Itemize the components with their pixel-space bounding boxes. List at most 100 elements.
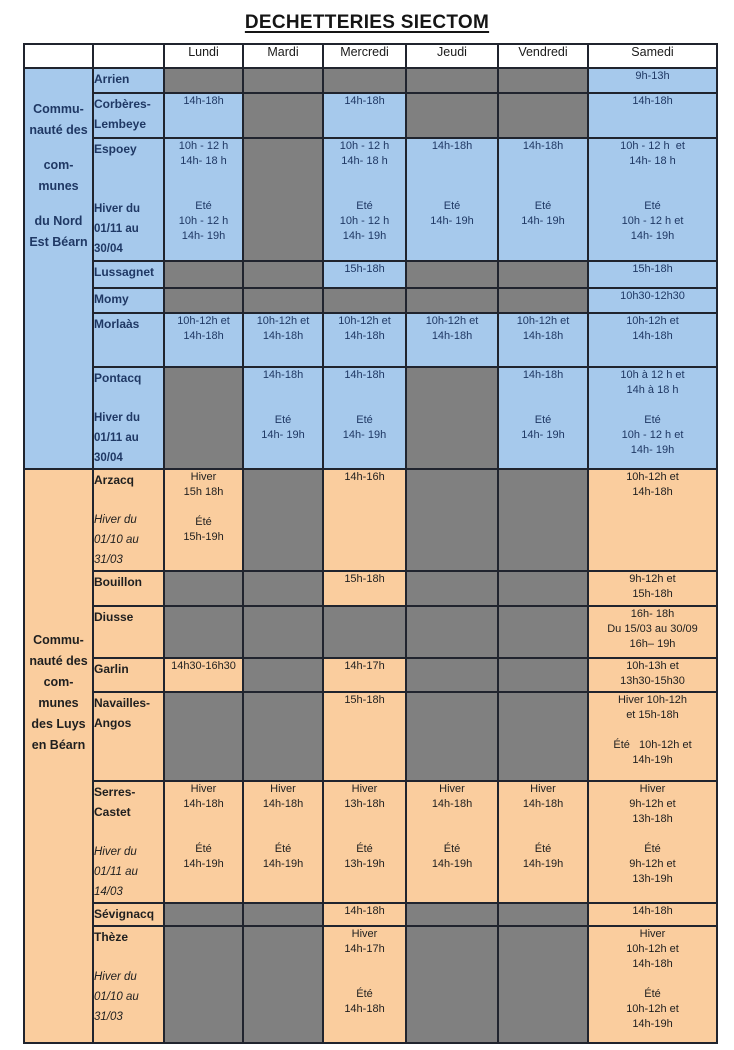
cell-diusse-mardi [242,605,324,659]
cell-serres-castet-vendredi: Hiver 14h-18h Été 14h-19h [497,780,589,904]
hours-line: Hiver [270,783,296,795]
hours-line: 14h-18h [522,369,564,381]
hours-blank-line [166,500,241,515]
hours-line: 14h-19h [632,754,673,766]
row-espoey: Espoey Hiver du 01/11 au 30/04 10h - 12 h 14h… [24,137,718,262]
hours-line: 10h - 12 h et [621,215,684,227]
cell-lussagnet-lundi [163,260,244,289]
cell-corberes-lembeye-mercredi: 14h-18h [322,92,407,139]
hours-line: 14h-17h [344,660,385,672]
hours-blank-line [500,184,586,199]
row-lussagnet: Lussagnet 15h-18h 15h-18h [24,260,718,289]
hours-line: Été 10h-12h et [613,739,692,751]
commune-note-gap [95,822,162,842]
group-label-line: Commu- [33,102,84,116]
hours-line: 14h-18h [431,330,473,342]
hours-line: 15h-18h [632,263,673,275]
header-day-vendredi: Vendredi [497,43,589,69]
commune-name-line: Sévignacq [94,907,155,921]
hours-line: Été [443,843,461,855]
cell-diusse-samedi: 16h- 18h Du 15/03 au 30/09 16h– 19h [587,605,718,659]
commune-pontacq: Pontacq Hiver du 01/11 au 30/04 [92,366,165,470]
cell-arrien-lundi [163,67,244,94]
commune-name-line: Thèze [94,930,129,944]
hours-line: 14h-17h [344,943,385,955]
cell-lussagnet-mercredi: 15h-18h [322,260,407,289]
group-label-line: nauté des [29,654,88,668]
hours-blank-line [245,827,321,842]
commune-name-line: Lembeye [94,117,147,131]
hours-line: Eté [195,200,212,212]
hours-line: 10h-12h et [425,315,479,327]
hours-line: 14h-18h [183,798,224,810]
cell-espoey-mardi [242,137,324,262]
commune-momy: Momy [92,287,165,314]
hours-blank-line [590,723,715,738]
hours-line: Été [644,988,661,1000]
hours-line: 14h-18h [522,140,564,152]
hours-line: 14h-18h [632,958,673,970]
hours-line: 14h-18h [262,369,304,381]
hours-line: Eté [274,414,292,426]
hours-line: 14h- 19h [521,215,565,227]
hours-blank-line [325,169,404,184]
cell-theze-samedi: Hiver 10h-12h et 14h-18h Été 10h-12h et 14h-… [587,925,718,1044]
hours-line: 13h-18h [344,798,385,810]
hours-line: Été [644,843,661,855]
hours-blank-line [500,383,586,398]
hours-line: 14h-19h [632,1018,673,1030]
hours-line: 14h-18h [632,905,673,917]
commune-note-line: 01/10 au [94,534,139,546]
hours-line: 14h- 19h [630,230,675,242]
hours-line: 16h- 18h [630,608,675,620]
hours-line: Été [356,988,373,1000]
hours-line: Hiver [351,783,378,795]
hours-blank-line [500,154,586,169]
cell-garlin-mercredi: 14h-17h [322,657,407,693]
commune-note-line: 30/04 [94,452,123,464]
group-label-line: munes [38,696,79,710]
header-day-jeudi: Jeudi [405,43,499,69]
commune-note-line: Hiver du [94,971,137,983]
hours-line: 14h-18h [632,330,673,342]
cell-lussagnet-vendredi [497,260,589,289]
hours-line: 10h - 12 h [178,215,229,227]
cell-corberes-lembeye-mardi [242,92,324,139]
cell-bouillon-lundi [163,570,244,607]
hours-line: 14h- 19h [181,230,226,242]
cell-serres-castet-jeudi: Hiver 14h-18h Été 14h-19h [405,780,499,904]
cell-pontacq-vendredi: 14h-18h Eté 14h- 19h [497,366,589,470]
commune-note-line: 31/03 [94,554,123,566]
hours-line: 10h à 12 h et [620,369,685,381]
commune-name-line: Momy [94,292,129,306]
schedule-body: Commu-nauté des com-munes du Nord Est Béarn… [23,67,718,1044]
cell-espoey-vendredi: 14h-18h Eté 14h- 19h [497,137,589,262]
hours-line: 15h-18h [632,588,673,600]
hours-line: 14h- 19h [521,429,565,441]
hours-line: 14h-19h [183,858,224,870]
group-label-luys-en-bearn: Commu-nauté des com-munes des Luys en Béarn [23,468,94,1044]
commune-note-line: 01/11 au [94,223,139,235]
cell-sevignacq-mardi [242,902,324,927]
cell-momy-mardi [242,287,324,314]
hours-line: Hiver [439,783,465,795]
header-row: Lundi Mardi Mercredi Jeudi Vendredi Samedi [23,43,718,69]
hours-line: 13h-18h [632,813,673,825]
cell-momy-vendredi [497,287,589,314]
cell-bouillon-mercredi: 15h-18h [322,570,407,607]
hours-blank-line [166,812,241,827]
hours-blank-line [590,184,715,199]
cell-espoey-mercredi: 10h - 12 h 14h- 18 h Eté 10h - 12 h 14h- 19… [322,137,407,262]
commune-note-line: Hiver du [94,846,137,858]
hours-blank-line [408,169,496,184]
row-corberes-lembeye: Corbères- Lembeye 14h-18h 14h-18h 14h-18h [24,92,718,139]
cell-navailles-angos-mercredi: 15h-18h [322,691,407,782]
hours-line: Hiver [351,928,378,940]
commune-garlin: Garlin [92,657,165,693]
cell-navailles-angos-vendredi [497,691,589,782]
cell-sevignacq-samedi: 14h-18h [587,902,718,927]
hours-line: 14h-18h [183,330,224,342]
commune-note-line: 31/03 [94,1011,123,1023]
cell-diusse-jeudi [405,605,499,659]
hours-line: 10h-12h et [626,1003,679,1015]
